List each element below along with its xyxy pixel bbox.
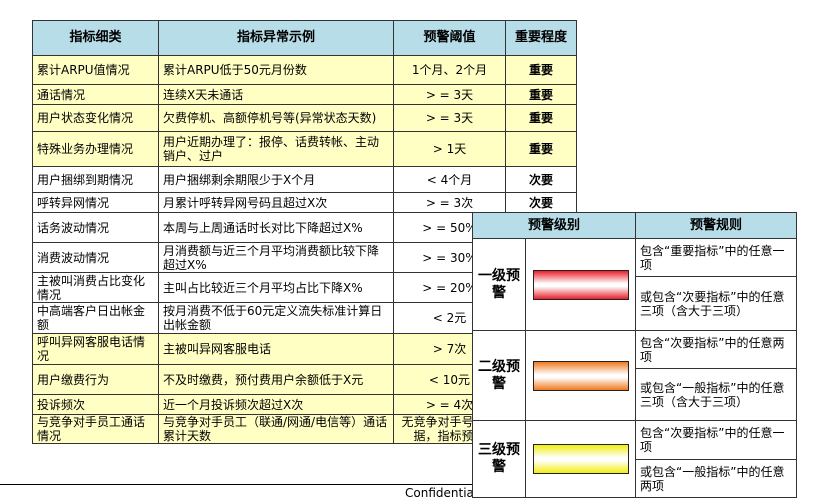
cell-example: 近一个月投诉频次超过X次 bbox=[158, 394, 394, 415]
rule-text: 包含“次要指标”中的任意两项 bbox=[635, 330, 798, 369]
cell-threshold: > = 3天 bbox=[393, 84, 506, 105]
cell-category: 累计ARPU值情况 bbox=[32, 55, 159, 85]
rule-text: 包含“次要指标”中的任意一项 bbox=[635, 420, 798, 460]
warning-row: 二级预警 包含“次要指标”中的任意两项 bbox=[472, 330, 798, 421]
cell-category: 呼叫异网客服电话情况 bbox=[32, 333, 159, 365]
cell-example: 用户捆绑剩余期限少于X个月 bbox=[158, 166, 394, 193]
level-color-cell bbox=[524, 238, 637, 331]
cell-category: 主被叫消费占比变化情况 bbox=[32, 272, 159, 303]
warning-row: 或包含“一般指标”中的任意三项（含大于三项） bbox=[473, 368, 798, 421]
cell-category: 呼转异网情况 bbox=[32, 192, 159, 213]
level-color-swatch bbox=[532, 360, 629, 391]
cell-category: 用户捆绑到期情况 bbox=[32, 166, 159, 193]
header-example: 指标异常示例 bbox=[158, 20, 394, 56]
cell-category: 通话情况 bbox=[32, 84, 159, 105]
cell-category: 中高端客户日出帐金额 bbox=[32, 302, 159, 334]
cell-example: 月累计呼转异网号码且超过X次 bbox=[158, 192, 394, 213]
header-level: 预警级别 bbox=[471, 212, 637, 239]
cell-example: 主叫占比较近三个月平均占比下降X% bbox=[158, 272, 394, 303]
table-row: 用户捆绑到期情况 用户捆绑剩余期限少于X个月 < 4个月 次要 bbox=[32, 166, 577, 193]
table-row: 特殊业务办理情况 用户近期办理了：报停、话费转帐、主动销户、过户 > 1天 重要 bbox=[32, 131, 577, 167]
header-importance: 重要程度 bbox=[505, 20, 577, 56]
cell-category: 特殊业务办理情况 bbox=[32, 131, 159, 167]
warning-level-table: 预警级别 预警规则 一级预警 包含“重要指标”中的任意一项 或包含“次要指标”中的任… bbox=[471, 212, 798, 498]
cell-category: 与竞争对手员工通话情况 bbox=[32, 414, 159, 444]
cell-threshold: > = 3天 bbox=[393, 104, 506, 132]
cell-importance: 重要 bbox=[505, 84, 577, 105]
cell-threshold: 1个月、2个月 bbox=[393, 55, 506, 85]
level-color-cell bbox=[524, 330, 637, 421]
cell-threshold: > 1天 bbox=[393, 131, 506, 167]
cell-importance: 重要 bbox=[505, 131, 577, 167]
cell-importance: 重要 bbox=[505, 55, 577, 85]
table-row: 累计ARPU值情况 累计ARPU低于50元月份数 1个月、2个月 重要 bbox=[32, 55, 577, 85]
header-threshold: 预警阈值 bbox=[393, 20, 506, 56]
cell-category: 用户状态变化情况 bbox=[32, 104, 159, 132]
level-color-swatch bbox=[532, 444, 629, 474]
cell-importance: 重要 bbox=[505, 104, 577, 132]
header-category: 指标细类 bbox=[32, 20, 159, 56]
cell-threshold: > = 3次 bbox=[393, 192, 506, 213]
cell-example: 按月消费不低于60元定义流失标准计算日出帐金额 bbox=[158, 302, 394, 334]
table-row: 用户状态变化情况 欠费停机、高额停机号等(异常状态天数) > = 3天 重要 bbox=[32, 104, 577, 132]
rule-text: 包含“重要指标”中的任意一项 bbox=[635, 238, 798, 277]
cell-example: 主被叫异网客服电话 bbox=[158, 333, 394, 365]
cell-example: 连续X天未通话 bbox=[158, 84, 394, 105]
cell-category: 投诉频次 bbox=[32, 394, 159, 415]
cell-category: 话务波动情况 bbox=[32, 212, 159, 243]
cell-importance: 次要 bbox=[505, 192, 577, 213]
cell-category: 消费波动情况 bbox=[32, 242, 159, 273]
level-label: 一级预警 bbox=[472, 238, 526, 331]
warning-row: 或包含“一般指标”中的任意两项 bbox=[473, 459, 798, 498]
cell-importance: 次要 bbox=[505, 166, 577, 193]
table-row: 呼转异网情况 月累计呼转异网号码且超过X次 > = 3次 次要 bbox=[32, 192, 577, 213]
warning-row: 一级预警 包含“重要指标”中的任意一项 bbox=[472, 238, 798, 331]
level-color-cell bbox=[524, 420, 637, 498]
level-color-swatch bbox=[532, 269, 629, 300]
cell-category: 用户缴费行为 bbox=[32, 364, 159, 395]
level-label: 二级预警 bbox=[472, 330, 526, 421]
cell-example: 月消费额与近三个月平均消费额比较下降超过X% bbox=[158, 242, 394, 273]
footer-confidential: Confidential bbox=[405, 486, 478, 500]
cell-example: 欠费停机、高额停机号等(异常状态天数) bbox=[158, 104, 394, 132]
cell-example: 不及时缴费，预付费用户余额低于X元 bbox=[158, 364, 394, 395]
table-row: 通话情况 连续X天未通话 > = 3天 重要 bbox=[32, 84, 577, 105]
level-label: 三级预警 bbox=[472, 420, 526, 498]
rule-text: 或包含“一般指标”中的任意三项（含大于三项） bbox=[635, 368, 798, 421]
cell-example: 累计ARPU低于50元月份数 bbox=[158, 55, 394, 85]
cell-example: 与竞争对手员工（联通/网通/电信等）通话累计天数 bbox=[158, 414, 394, 444]
header-rule: 预警规则 bbox=[635, 212, 798, 239]
cell-threshold: < 4个月 bbox=[393, 166, 506, 193]
warning-row: 三级预警 包含“次要指标”中的任意一项 bbox=[472, 420, 798, 498]
cell-example: 本周与上周通话时长对比下降超过X% bbox=[158, 212, 394, 243]
footer-divider bbox=[0, 484, 472, 485]
cell-example: 用户近期办理了：报停、话费转帐、主动销户、过户 bbox=[158, 131, 394, 167]
rule-text: 或包含“一般指标”中的任意两项 bbox=[635, 459, 798, 498]
rule-text: 或包含“次要指标”中的任意三项（含大于三项） bbox=[635, 276, 798, 331]
